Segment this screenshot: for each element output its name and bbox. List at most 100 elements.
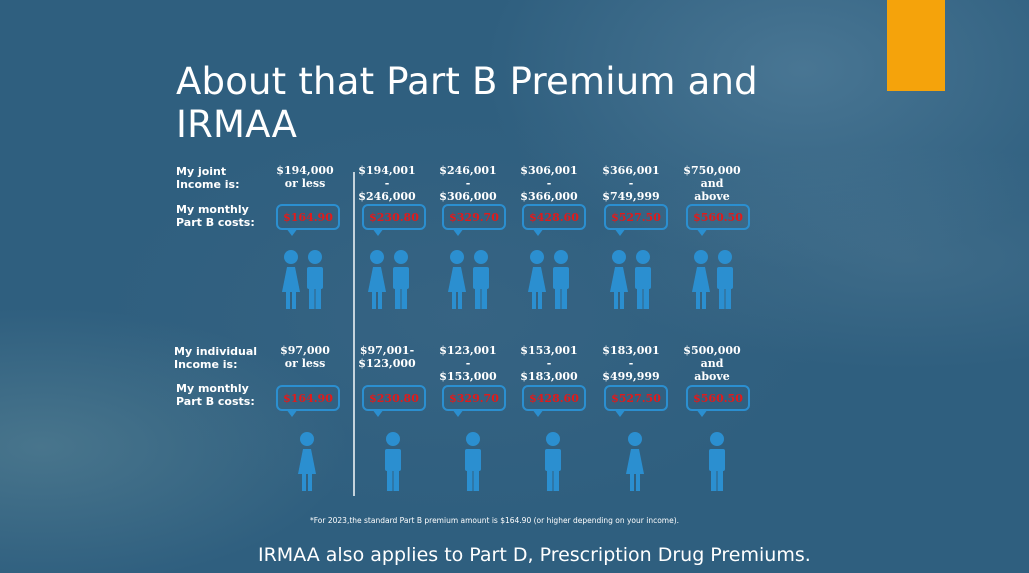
man-icon [385,432,401,491]
joint-cost-label-line-2: Part B costs: [176,216,255,229]
woman-icon [368,250,386,309]
income-range-line: $153,001 [520,344,578,357]
income-range-line: $97,000 [280,344,330,357]
title-line-1: About that Part B Premium and [176,60,758,103]
premium-price: $560.50 [693,211,743,224]
individual-income-range-5: $183,001- $499,999 [593,344,669,383]
speech-bubble-tail [286,228,298,236]
title-line-2: IRMAA [176,103,298,146]
individual-price-bubble-6: $560.50 [686,385,750,417]
joint-cost-label-line-1: My monthly [176,203,249,216]
individual-cost-label: My monthly Part B costs: [176,382,255,408]
couple-icon [448,250,490,315]
speech-bubble-tail [286,409,298,417]
income-range-line: or less [284,177,326,190]
woman-icon [298,432,316,491]
man-icon [307,250,323,309]
income-range-line: - [546,357,552,370]
income-range-line: - [384,177,390,190]
woman-icon [626,432,644,497]
speech-bubble-tail [696,228,708,236]
speech-bubble-tail [614,409,626,417]
income-range-line: $366,000 [520,190,578,203]
individual-income-range-3: $123,001- $153,000 [430,344,506,383]
premium-price: $527.50 [611,392,661,405]
income-range-line: $749,999 [602,190,660,203]
premium-price: $164.90 [283,392,333,405]
couple-icon [368,250,410,315]
accent-block [887,0,945,91]
individual-cost-label-line-1: My monthly [176,382,249,395]
income-range-line: $366,001 [602,164,660,177]
income-range-line: $750,000 [683,164,741,177]
couple-icon [692,250,734,315]
man-icon [709,432,725,491]
income-range-line: or less [284,357,326,370]
joint-income-label: My joint Income is: [176,165,239,191]
income-range-line: $246,000 [358,190,416,203]
individual-income-range-4: $153,001- $183,000 [511,344,587,383]
income-range-line: $194,001 [358,164,416,177]
joint-price-bubble-6: $560.50 [686,204,750,236]
couple-icon [528,250,570,315]
couple-icon [282,250,324,315]
woman-icon [282,250,300,309]
joint-price-bubble-5: $527.50 [604,204,668,236]
column-divider [353,172,355,496]
man-icon [553,250,569,309]
individual-price-bubble-3: $329.70 [442,385,506,417]
joint-price-bubble-2: $230.80 [362,204,426,236]
income-range-line: - [628,177,634,190]
income-range-line: and [700,177,724,190]
premium-price: $428.60 [529,392,579,405]
man-icon [465,432,481,491]
joint-price-bubble-4: $428.60 [522,204,586,236]
man-icon [393,250,409,309]
joint-price-bubble-3: $329.70 [442,204,506,236]
joint-price-bubble-1: $164.90 [276,204,340,236]
joint-cost-label: My monthly Part B costs: [176,203,255,229]
income-range-line: - [546,177,552,190]
premium-price: $329.70 [449,392,499,405]
joint-income-range-1: $194,000 or less [267,164,343,190]
premium-price: $164.90 [283,211,333,224]
man-icon [473,250,489,309]
speech-bubble-tail [452,409,464,417]
speech-bubble-tail [372,409,384,417]
joint-income-range-6: $750,000 and above [674,164,750,203]
speech-bubble-tail [372,228,384,236]
income-range-line: $500,000 [683,344,741,357]
premium-price: $527.50 [611,211,661,224]
man-icon [464,432,482,497]
income-range-line: and [700,357,724,370]
slide-title: About that Part B Premium and IRMAA [176,60,856,146]
premium-price: $428.60 [529,211,579,224]
income-range-line: above [694,190,730,203]
man-icon [635,250,651,309]
income-range-line: - [465,357,471,370]
income-range-line: $97,001- [359,344,415,357]
man-icon [708,432,726,497]
income-range-line: $306,000 [439,190,497,203]
speech-bubble-tail [532,228,544,236]
footer-note: IRMAA also applies to Part D, Prescripti… [258,544,811,566]
individual-price-bubble-5: $527.50 [604,385,668,417]
individual-price-bubble-1: $164.90 [276,385,340,417]
income-range-line: - [628,357,634,370]
joint-income-range-5: $366,001- $749,999 [593,164,669,203]
joint-income-label-line-2: Income is: [176,178,240,191]
individual-income-range-2: $97,001- $123,000 [349,344,425,370]
premium-price: $329.70 [449,211,499,224]
man-icon [384,432,402,497]
joint-income-range-2: $194,001- $246,000 [349,164,425,203]
income-range-line: above [694,370,730,383]
joint-income-range-4: $306,001- $366,000 [511,164,587,203]
woman-icon [692,250,710,309]
couple-icon [610,250,652,315]
income-range-line: $246,001 [439,164,497,177]
woman-icon [448,250,466,309]
income-range-line: $183,000 [520,370,578,383]
individual-income-range-6: $500,000 and above [674,344,750,383]
income-range-line: - [465,177,471,190]
speech-bubble-tail [696,409,708,417]
